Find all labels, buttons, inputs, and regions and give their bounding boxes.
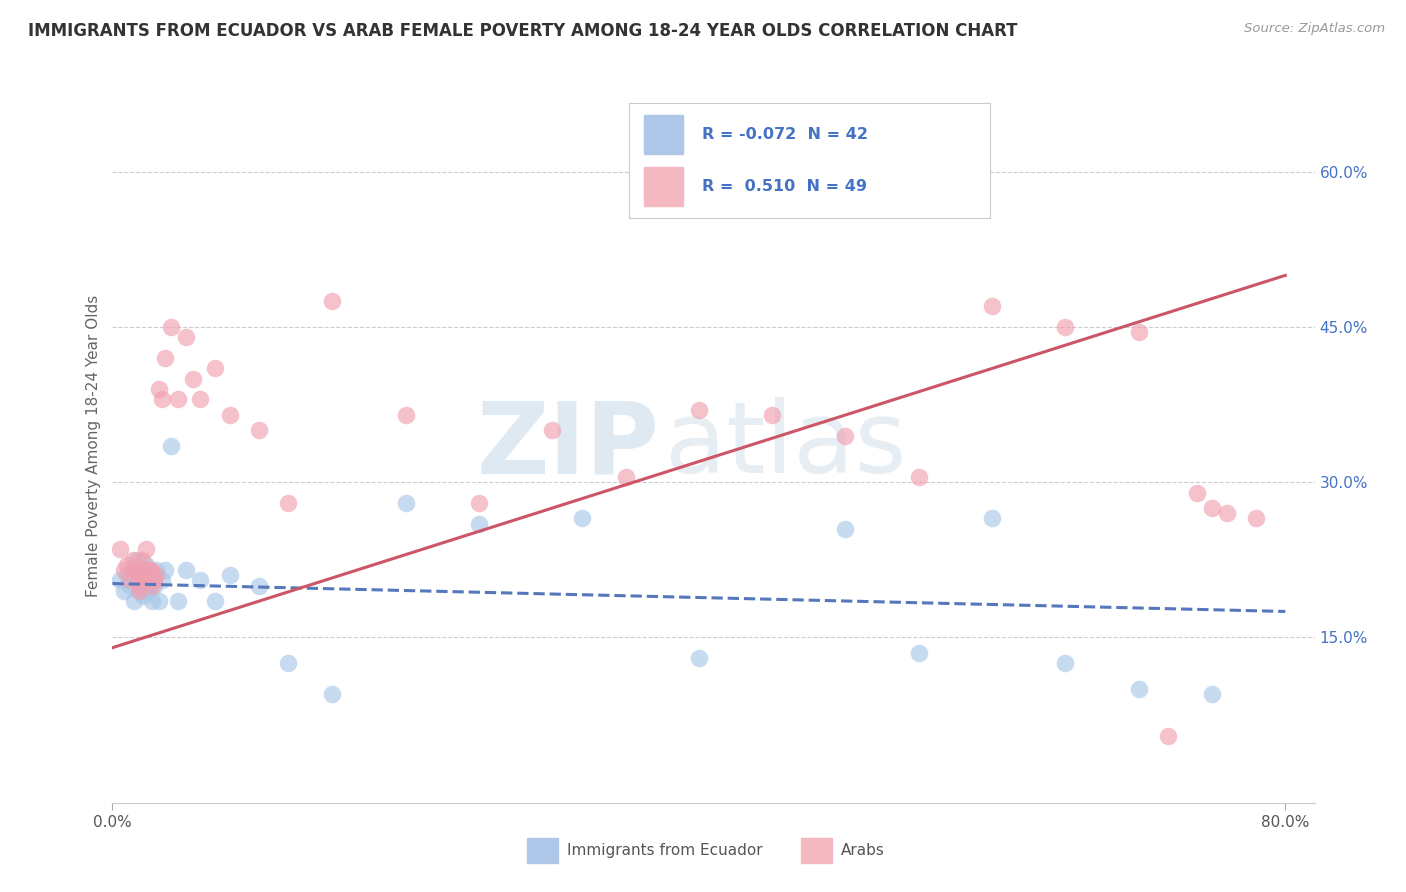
Point xyxy=(134,574,156,588)
Point xyxy=(160,320,183,334)
Point xyxy=(150,574,173,588)
Point xyxy=(688,402,710,417)
Point xyxy=(907,470,929,484)
Text: Source: ZipAtlas.com: Source: ZipAtlas.com xyxy=(1244,22,1385,36)
Point xyxy=(125,563,148,577)
Point xyxy=(981,511,1004,525)
Text: Arabs: Arabs xyxy=(841,843,884,857)
Point xyxy=(131,563,153,577)
Point xyxy=(907,646,929,660)
Point xyxy=(150,392,173,407)
Point xyxy=(138,563,160,577)
Point xyxy=(136,568,159,582)
Point xyxy=(204,361,226,376)
Point xyxy=(132,568,155,582)
Point xyxy=(129,579,152,593)
Point xyxy=(190,392,212,407)
Point xyxy=(155,351,177,365)
Point xyxy=(124,563,146,577)
Text: atlas: atlas xyxy=(665,398,907,494)
Point xyxy=(277,656,299,670)
Point xyxy=(1157,729,1180,743)
Point xyxy=(135,542,157,557)
Point xyxy=(108,542,131,557)
Point xyxy=(614,470,637,484)
Point xyxy=(132,589,155,603)
Point xyxy=(1054,656,1077,670)
Point xyxy=(761,408,783,422)
Point xyxy=(124,594,146,608)
Point xyxy=(112,563,135,577)
Point xyxy=(139,563,162,577)
Point xyxy=(139,568,162,582)
Point xyxy=(141,579,163,593)
Point xyxy=(1201,501,1223,516)
Point xyxy=(136,583,159,598)
Point xyxy=(122,553,145,567)
Point xyxy=(277,496,299,510)
Point xyxy=(321,294,343,309)
Point xyxy=(108,574,131,588)
Text: Immigrants from Ecuador: Immigrants from Ecuador xyxy=(567,843,762,857)
Point xyxy=(125,568,148,582)
Point xyxy=(142,574,165,588)
Point xyxy=(834,428,856,442)
Point xyxy=(247,424,270,438)
Point xyxy=(247,579,270,593)
Point xyxy=(204,594,226,608)
Point xyxy=(218,568,240,582)
Point xyxy=(834,522,856,536)
Point xyxy=(1201,687,1223,701)
Point xyxy=(167,594,190,608)
Point xyxy=(981,299,1004,313)
Point xyxy=(174,330,197,344)
Point xyxy=(131,553,153,567)
Point xyxy=(395,496,418,510)
Point xyxy=(468,496,491,510)
Point xyxy=(1128,681,1150,696)
Point xyxy=(127,553,149,567)
Point xyxy=(155,563,177,577)
Point xyxy=(120,579,142,593)
Point xyxy=(1128,325,1150,339)
Y-axis label: Female Poverty Among 18-24 Year Olds: Female Poverty Among 18-24 Year Olds xyxy=(86,295,101,597)
Point xyxy=(122,563,145,577)
Point xyxy=(1054,320,1077,334)
Point xyxy=(1187,485,1209,500)
Point xyxy=(128,583,150,598)
Point xyxy=(145,568,167,582)
Point xyxy=(138,579,160,593)
Point xyxy=(541,424,564,438)
Point xyxy=(135,558,157,572)
Point xyxy=(145,563,167,577)
Point xyxy=(141,594,163,608)
Point xyxy=(160,439,183,453)
Point xyxy=(142,579,165,593)
Point xyxy=(174,563,197,577)
Point xyxy=(128,583,150,598)
Point xyxy=(112,583,135,598)
Point xyxy=(571,511,593,525)
Point xyxy=(115,568,138,582)
Point xyxy=(688,651,710,665)
Point xyxy=(1244,511,1267,525)
Point xyxy=(395,408,418,422)
Point xyxy=(148,382,170,396)
Point xyxy=(181,372,204,386)
Point xyxy=(115,558,138,572)
Point xyxy=(218,408,240,422)
Point xyxy=(127,568,149,582)
Point xyxy=(134,563,156,577)
Point xyxy=(148,594,170,608)
Text: IMMIGRANTS FROM ECUADOR VS ARAB FEMALE POVERTY AMONG 18-24 YEAR OLDS CORRELATION: IMMIGRANTS FROM ECUADOR VS ARAB FEMALE P… xyxy=(28,22,1018,40)
Point xyxy=(1215,506,1237,520)
Point xyxy=(120,574,142,588)
Text: ZIP: ZIP xyxy=(477,398,659,494)
Point xyxy=(468,516,491,531)
Point xyxy=(321,687,343,701)
Point xyxy=(129,579,152,593)
Point xyxy=(190,574,212,588)
Point xyxy=(167,392,190,407)
